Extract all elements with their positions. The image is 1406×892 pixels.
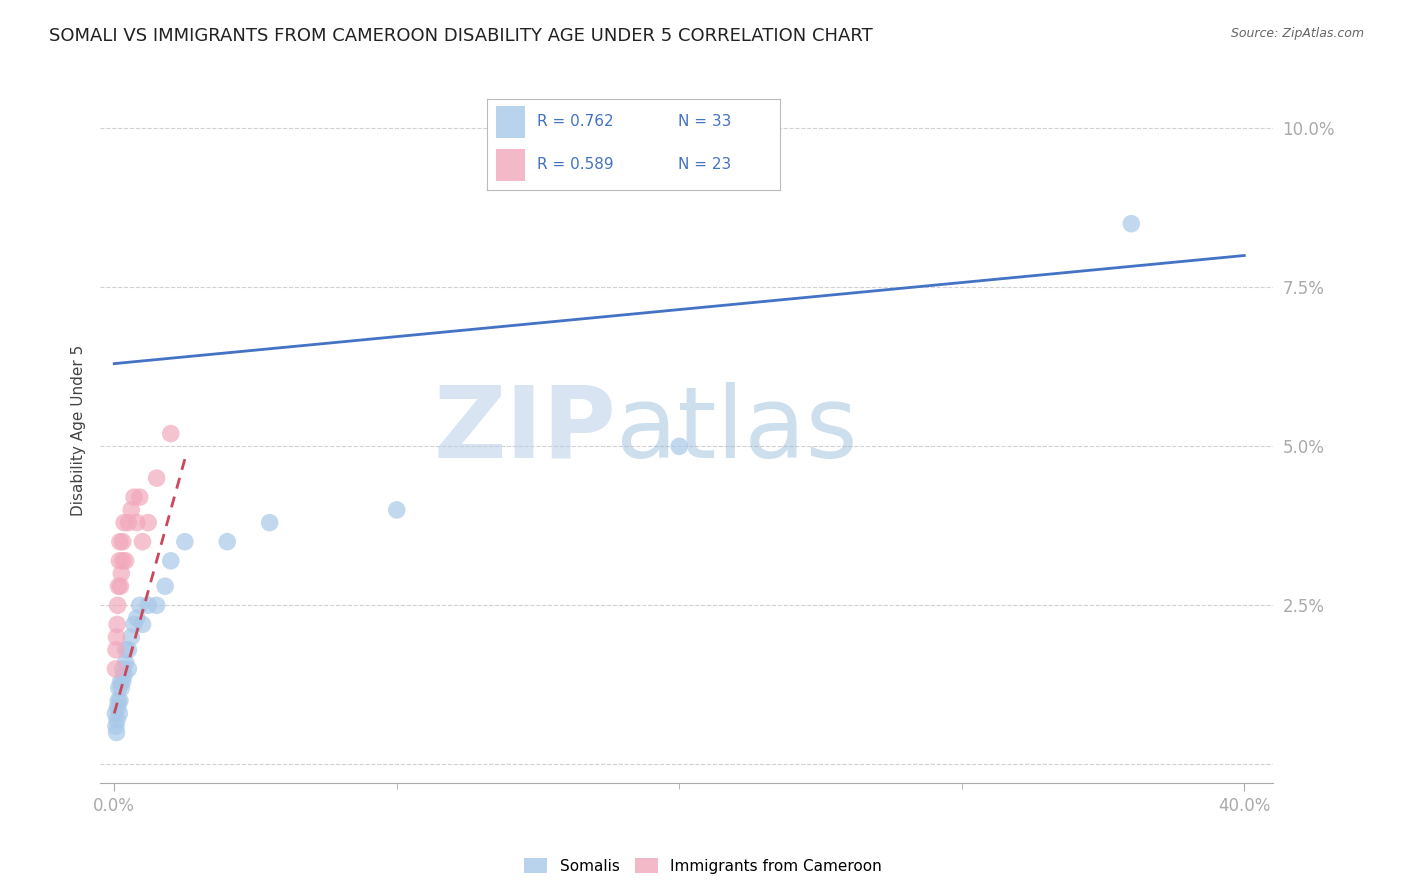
Point [125,611,148,625]
Point [107,681,129,695]
Point [110,579,132,593]
Point [105,617,128,632]
Point [217,534,239,549]
Point [110,674,132,689]
Point [668,439,690,453]
Point [136,599,159,613]
Text: SOMALI VS IMMIGRANTS FROM CAMEROON DISABILITY AGE UNDER 5 CORRELATION CHART: SOMALI VS IMMIGRANTS FROM CAMEROON DISAB… [49,27,873,45]
Point [104,719,127,733]
Point [114,554,136,568]
Point [104,662,127,676]
Point [145,471,167,485]
Point [128,599,150,613]
Point [131,534,153,549]
Point [117,516,139,530]
Point [159,554,181,568]
Point [110,681,132,695]
Point [120,630,142,644]
Point [1121,217,1143,231]
Point [259,516,281,530]
Point [112,668,135,682]
Point [111,674,134,689]
Point [107,579,129,593]
Point [117,642,139,657]
Point [385,503,408,517]
Point [125,516,148,530]
Point [117,662,139,676]
Point [110,566,132,581]
Point [114,656,136,670]
Point [120,503,142,517]
Legend: Somalis, Immigrants from Cameroon: Somalis, Immigrants from Cameroon [519,852,887,880]
Point [153,579,176,593]
Point [107,700,129,714]
Point [122,617,145,632]
Point [104,706,127,721]
Point [105,713,128,727]
Point [122,490,145,504]
Point [114,642,136,657]
Point [107,599,129,613]
Point [136,516,159,530]
Point [107,694,129,708]
Point [108,694,131,708]
Point [173,534,195,549]
Text: Source: ZipAtlas.com: Source: ZipAtlas.com [1230,27,1364,40]
Point [105,725,128,739]
Point [112,516,135,530]
Point [111,534,134,549]
Point [104,642,127,657]
Point [128,490,150,504]
Point [108,554,131,568]
Y-axis label: Disability Age Under 5: Disability Age Under 5 [72,345,86,516]
Point [159,426,181,441]
Point [111,554,134,568]
Point [105,630,128,644]
Point [111,662,134,676]
Point [131,617,153,632]
Point [108,534,131,549]
Point [145,599,167,613]
Text: atlas: atlas [616,382,858,479]
Point [108,706,131,721]
Text: ZIP: ZIP [433,382,616,479]
